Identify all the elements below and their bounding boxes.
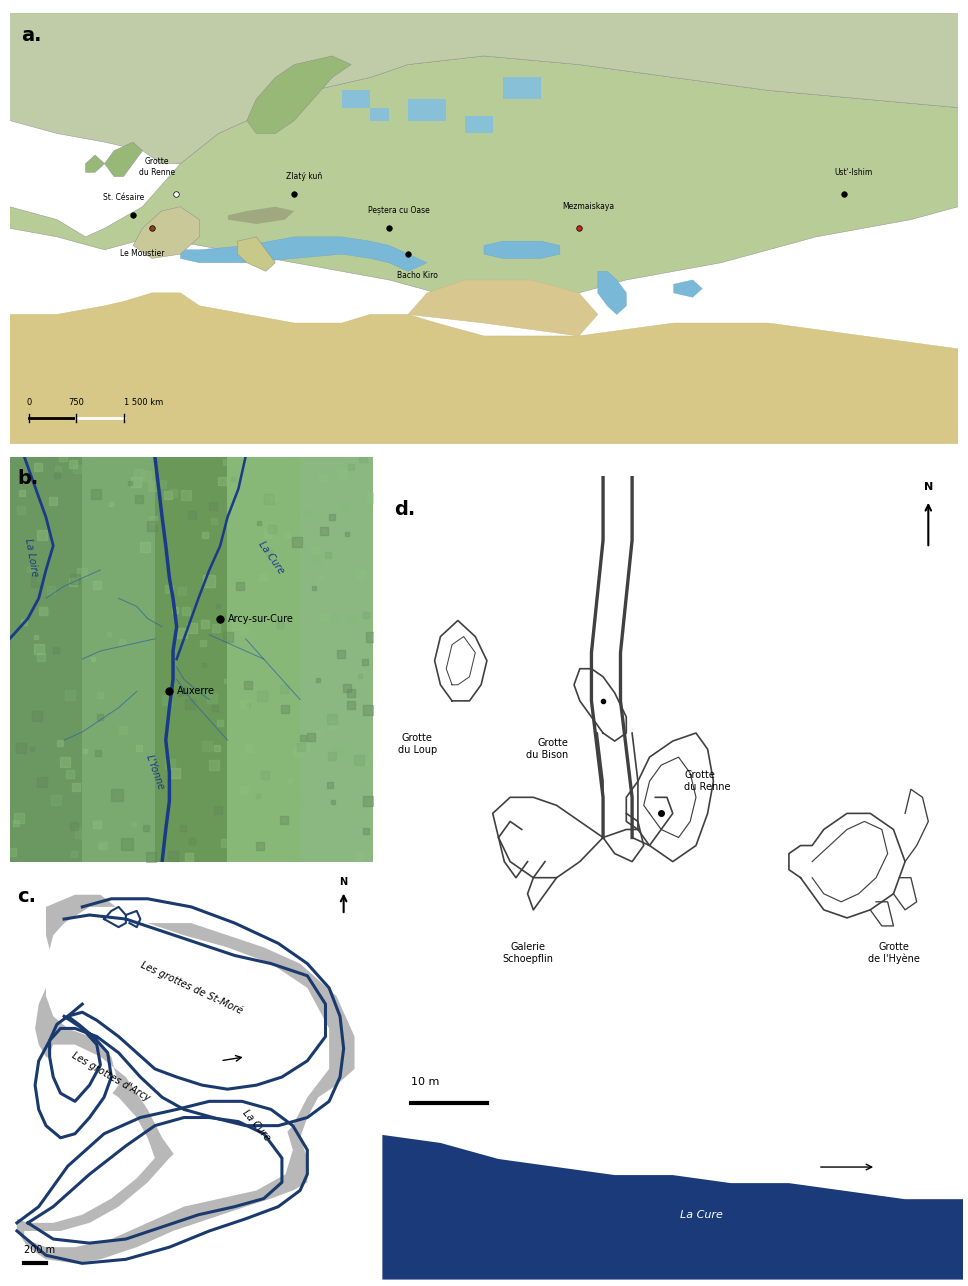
- Bar: [82, 457, 155, 862]
- Text: N: N: [340, 877, 348, 886]
- Polygon shape: [408, 280, 598, 336]
- Text: Zlatý kuň: Zlatý kuň: [286, 172, 322, 181]
- Text: Mezmaiskaya: Mezmaiskaya: [562, 202, 615, 211]
- Text: La Cure: La Cure: [241, 1109, 272, 1143]
- Polygon shape: [247, 55, 351, 134]
- Bar: [155, 457, 227, 862]
- Text: N: N: [923, 482, 933, 493]
- Polygon shape: [342, 90, 370, 108]
- Polygon shape: [24, 1118, 292, 1247]
- Text: d.: d.: [394, 500, 415, 520]
- Polygon shape: [180, 237, 427, 271]
- Text: b.: b.: [16, 468, 38, 487]
- Polygon shape: [382, 1136, 963, 1280]
- Text: Bacho Kiro: Bacho Kiro: [397, 271, 439, 280]
- Text: Peștera cu Oase: Peștera cu Oase: [368, 206, 430, 215]
- Text: a.: a.: [21, 26, 42, 45]
- Text: Grotte
du Renne: Grotte du Renne: [684, 770, 731, 792]
- Text: L'Yonne: L'Yonne: [144, 754, 166, 792]
- Text: St. Césaire: St. Césaire: [103, 193, 144, 202]
- Polygon shape: [133, 207, 199, 258]
- Text: 750: 750: [68, 397, 84, 406]
- Polygon shape: [10, 55, 958, 306]
- Polygon shape: [503, 77, 541, 99]
- Text: Grotte
de l'Hyène: Grotte de l'Hyène: [867, 941, 920, 964]
- Polygon shape: [465, 116, 494, 134]
- Text: Grotte
du Loup: Grotte du Loup: [398, 733, 437, 755]
- Polygon shape: [227, 207, 294, 224]
- Text: Arcy-sur-Cure: Arcy-sur-Cure: [227, 613, 293, 624]
- Polygon shape: [85, 156, 105, 172]
- Text: Les grottes d'Arcy: Les grottes d'Arcy: [71, 1051, 152, 1103]
- Text: 10 m: 10 m: [411, 1076, 439, 1087]
- Polygon shape: [10, 293, 958, 444]
- Polygon shape: [408, 99, 446, 121]
- Text: La Cure: La Cure: [681, 1210, 723, 1220]
- Polygon shape: [10, 13, 958, 163]
- Text: Le Moustier: Le Moustier: [120, 249, 165, 258]
- Polygon shape: [46, 907, 329, 1174]
- Polygon shape: [105, 143, 142, 176]
- Text: 200 m: 200 m: [24, 1245, 55, 1255]
- Text: Les grottes de St-Moré: Les grottes de St-Moré: [138, 959, 244, 1016]
- Text: Grotte
du Renne: Grotte du Renne: [138, 157, 175, 176]
- Polygon shape: [598, 271, 626, 314]
- Text: Auxerre: Auxerre: [177, 687, 215, 697]
- Text: La Loire: La Loire: [23, 538, 40, 577]
- Polygon shape: [237, 237, 275, 271]
- Bar: [227, 457, 300, 862]
- Polygon shape: [35, 895, 354, 1206]
- Text: 0: 0: [26, 397, 31, 406]
- Text: La Cure: La Cure: [257, 540, 286, 576]
- Text: 1 500 km: 1 500 km: [124, 397, 163, 406]
- Polygon shape: [484, 242, 560, 258]
- Text: c.: c.: [16, 886, 36, 905]
- Polygon shape: [674, 280, 702, 297]
- Polygon shape: [370, 108, 389, 121]
- Bar: [300, 457, 373, 862]
- Polygon shape: [16, 1110, 308, 1263]
- Text: Grotte
du Bison: Grotte du Bison: [526, 738, 568, 760]
- Bar: [10, 457, 82, 862]
- Text: Galerie
Schoepflin: Galerie Schoepflin: [502, 941, 553, 963]
- Text: Ust'-Ishim: Ust'-Ishim: [834, 167, 873, 176]
